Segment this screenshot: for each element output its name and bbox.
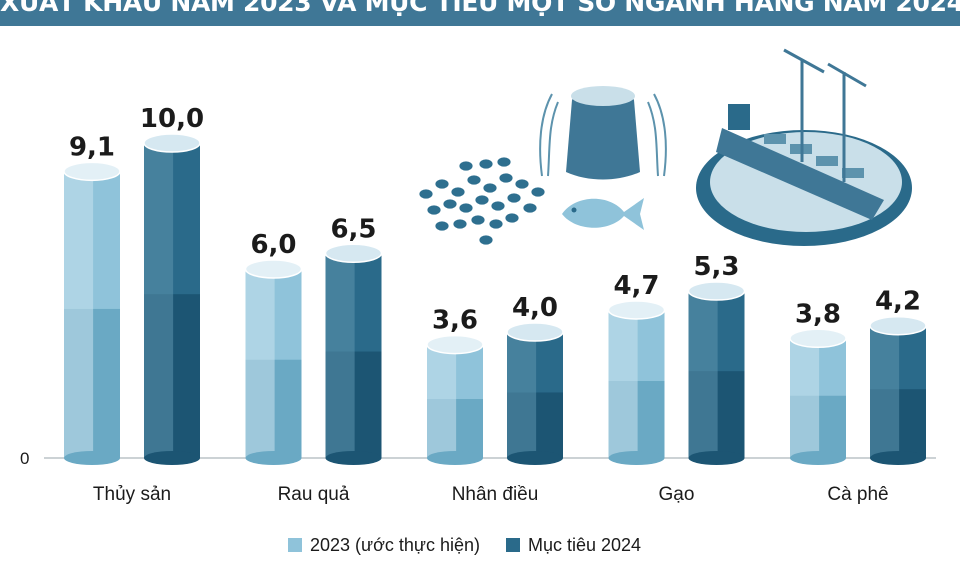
bar [789, 328, 847, 465]
data-label: 6,0 [250, 230, 296, 260]
bar [607, 300, 666, 465]
x-tick-label: Rau quả [278, 484, 350, 505]
bar-base [144, 451, 200, 465]
bar-highlight [870, 325, 900, 458]
chart-title: XUẤT KHẨU NĂM 2023 VÀ MỤC TIÊU MỘT SỐ NG… [0, 0, 960, 17]
fish-illustration [562, 198, 644, 230]
data-label: 4,0 [512, 293, 558, 323]
legend-swatch-2024 [505, 538, 520, 552]
coffee-beans-illustration [418, 156, 546, 246]
legend-swatch-2023 [288, 538, 302, 552]
bar-base [688, 451, 745, 465]
data-label: 10,0 [140, 104, 204, 134]
cargo-ship-illustration [696, 48, 912, 246]
bar [426, 334, 484, 465]
data-label: 6,5 [330, 214, 376, 244]
x-tick-label: Nhân điều [452, 484, 539, 505]
bar-base [608, 451, 665, 465]
bar-cap [506, 322, 564, 342]
bar-base [507, 451, 563, 465]
bar [244, 259, 303, 465]
bar [869, 315, 927, 465]
legend-item-2023: 2023 (ước thực hiện) [288, 535, 480, 556]
x-tick-label: Cà phê [827, 484, 888, 505]
bar-highlight [325, 253, 355, 458]
data-label: 3,8 [795, 299, 841, 329]
bar-cap [687, 281, 746, 301]
bar-highlight [427, 344, 457, 458]
bar-highlight [64, 171, 94, 458]
bar-base [245, 451, 302, 465]
bar-base [427, 451, 483, 465]
bar-base [790, 451, 846, 465]
legend-label-2024: Mục tiêu 2024 [527, 534, 642, 555]
y-tick-label: 0 [20, 449, 29, 468]
data-label: 5,3 [693, 252, 739, 282]
legend-item-2024: Mục tiêu 2024 [505, 534, 642, 556]
bar-base [870, 451, 926, 465]
bar-highlight [507, 332, 537, 458]
bar-base [325, 451, 382, 465]
data-label: 4,2 [875, 287, 921, 317]
bar-cap [789, 328, 847, 349]
legend: 2023 (ước thực hiện) Mục tiêu 2024 [288, 530, 641, 560]
rice-sack-illustration [539, 86, 667, 180]
bar-highlight [688, 291, 718, 458]
bar-cap [869, 315, 927, 336]
bar-cap [244, 259, 303, 279]
bar [324, 243, 383, 465]
data-label: 9,1 [69, 132, 115, 162]
x-tick-label: Thủy sản [93, 484, 171, 505]
data-label: 4,7 [613, 271, 659, 301]
data-label: 3,6 [432, 306, 478, 336]
bar-highlight [790, 338, 820, 458]
bar-cap [324, 243, 383, 263]
bar-highlight [608, 309, 638, 458]
bar-cap [426, 334, 484, 355]
bar-cap [607, 300, 666, 320]
bar-base [64, 451, 120, 465]
legend-label-2023: 2023 (ước thực hiện) [310, 534, 480, 555]
title-bar: XUẤT KHẨU NĂM 2023 VÀ MỤC TIÊU MỘT SỐ NG… [0, 0, 960, 26]
bar-highlight [245, 269, 275, 458]
bar [63, 161, 121, 465]
bar-cap [63, 161, 121, 182]
bar-cap [143, 133, 201, 153]
bar [687, 281, 746, 465]
bar-highlight [144, 143, 174, 458]
bar [143, 133, 201, 465]
x-tick-label: Gạo [659, 484, 695, 505]
bar [506, 322, 564, 465]
